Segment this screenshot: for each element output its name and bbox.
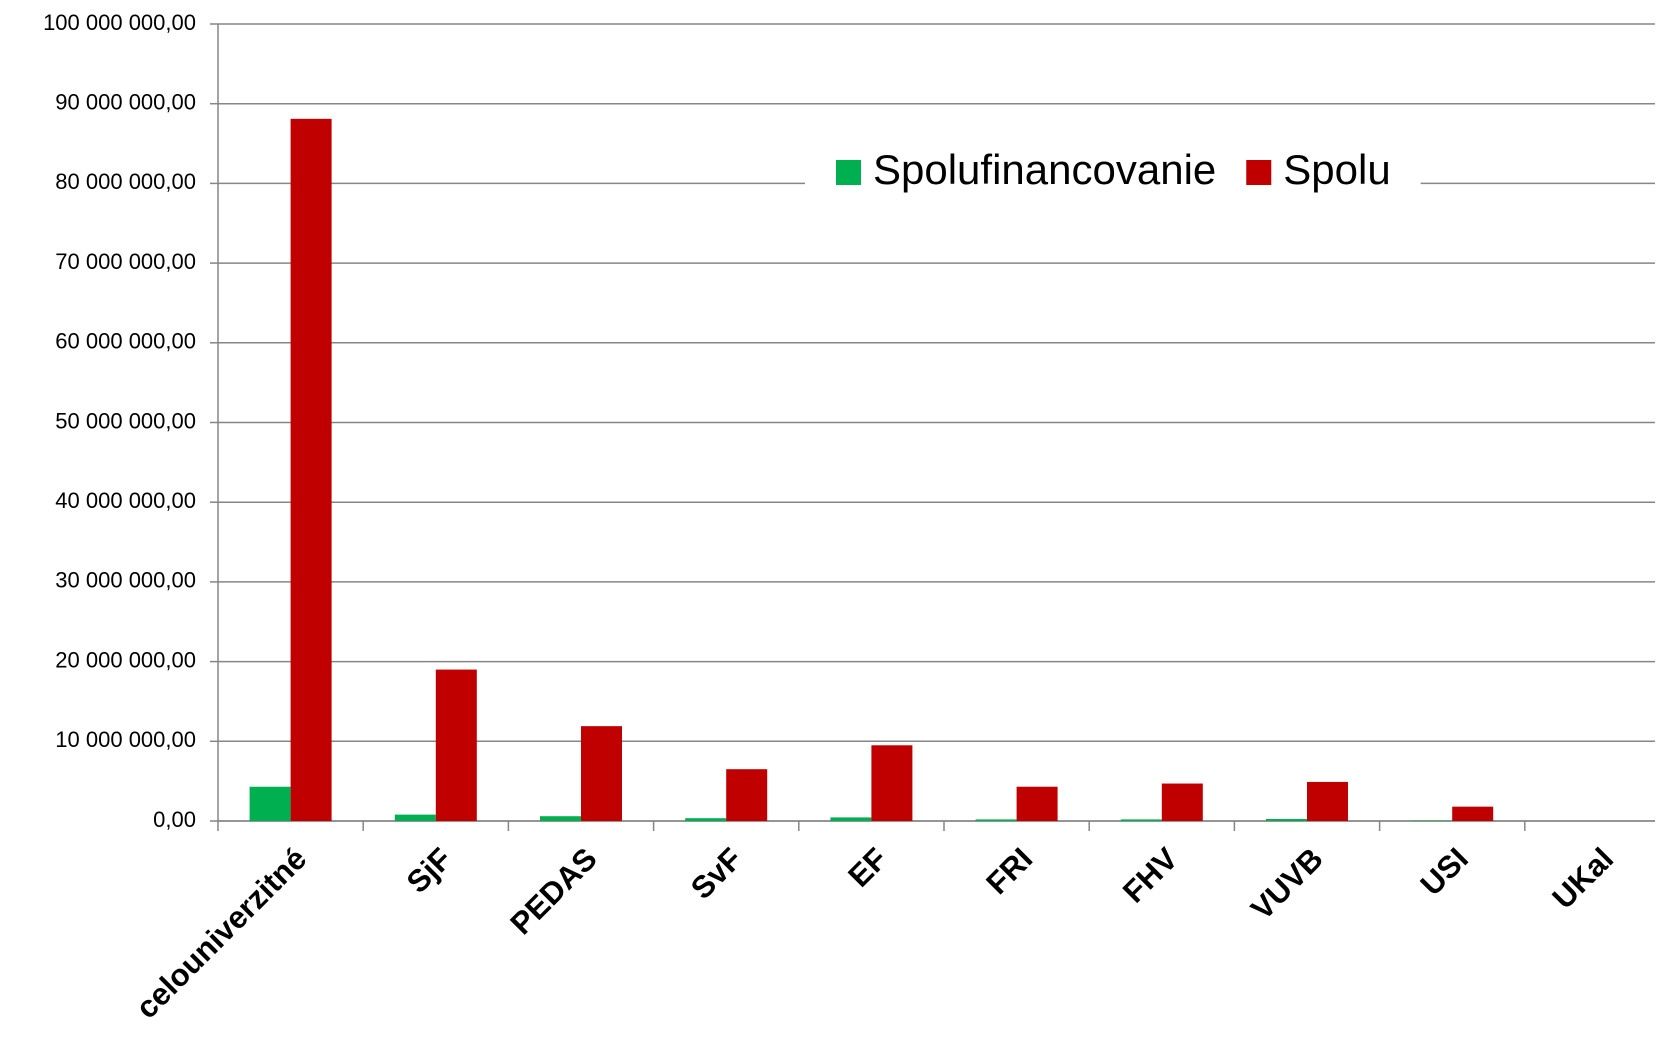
bar <box>685 818 727 821</box>
bar <box>1120 819 1162 821</box>
legend-label: Spolufinancovanie <box>873 146 1216 193</box>
y-tick-label: 90 000 000,00 <box>55 90 196 115</box>
legend-swatch <box>1246 160 1272 185</box>
x-tick-label: VUVB <box>1244 841 1330 927</box>
y-tick-label: 20 000 000,00 <box>55 647 196 672</box>
x-tick-label: celouniverzitné <box>129 841 313 1025</box>
bar <box>435 669 477 821</box>
legend-box <box>805 148 1421 198</box>
bar <box>290 118 332 821</box>
bar <box>1307 781 1348 821</box>
x-tick-label: USI <box>1414 841 1475 902</box>
bar <box>975 819 1017 821</box>
y-tick-label: 50 000 000,00 <box>55 408 196 433</box>
y-tick-label: 30 000 000,00 <box>55 568 196 593</box>
bar <box>726 769 768 821</box>
bar <box>249 786 291 821</box>
x-tick-label: SvF <box>684 841 749 906</box>
x-tick-label: UKal <box>1545 841 1620 916</box>
y-tick-label: 70 000 000,00 <box>55 249 196 274</box>
bar <box>394 814 436 821</box>
bar <box>540 816 581 821</box>
y-tick-label: 10 000 000,00 <box>55 727 196 752</box>
legend-label: Spolu <box>1283 146 1390 193</box>
bar <box>1266 819 1307 821</box>
x-tick-label: FRI <box>979 841 1039 901</box>
y-tick-label: 40 000 000,00 <box>55 488 196 513</box>
x-tick-label: EF <box>841 841 894 894</box>
y-tick-label: 80 000 000,00 <box>55 169 196 194</box>
legend-swatch <box>836 160 861 185</box>
bar <box>1161 783 1203 821</box>
bar <box>830 817 872 821</box>
x-tick-label: SjF <box>400 841 459 900</box>
bar <box>581 726 622 821</box>
x-tick-label: FHV <box>1116 841 1185 910</box>
y-tick-label: 100 000 000,00 <box>43 10 196 35</box>
x-tick-label: PEDAS <box>503 841 603 941</box>
bar <box>871 745 913 821</box>
bar <box>1452 806 1494 821</box>
bar <box>1016 786 1058 821</box>
y-tick-label: 0,00 <box>153 807 196 832</box>
y-tick-label: 60 000 000,00 <box>55 329 196 354</box>
legend: Spolufinancovanie Spolu <box>805 146 1421 198</box>
